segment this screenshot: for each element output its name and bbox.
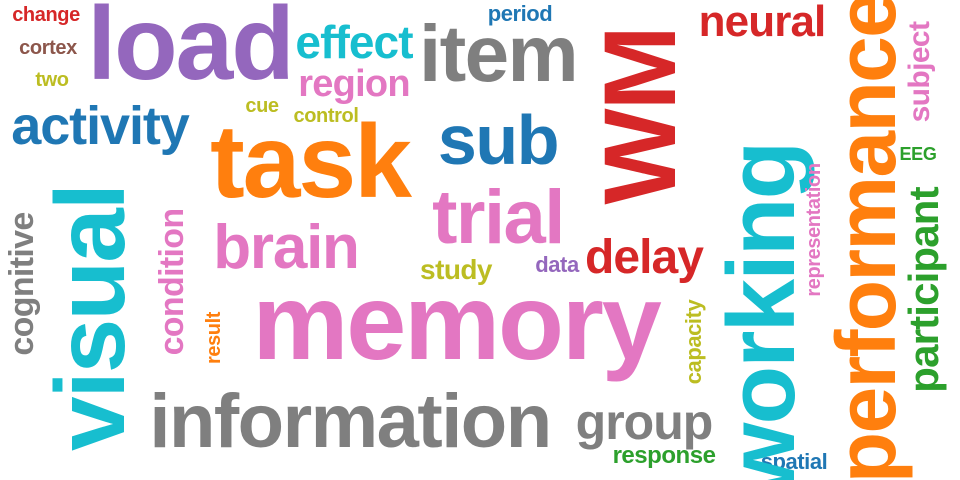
word-region: region (298, 63, 410, 105)
word-activity: activity (11, 96, 190, 156)
word-delay: delay (585, 231, 704, 284)
word-neural: neural (698, 0, 827, 46)
word-condition: condition (153, 208, 191, 356)
word-brain: brain (213, 213, 360, 282)
word-working: working (708, 142, 815, 480)
word-performance: performance (819, 0, 913, 480)
word-sub: sub (437, 101, 560, 179)
word-group: group (575, 394, 714, 450)
word-load: load (87, 0, 295, 102)
word-task: task (210, 104, 412, 220)
word-study: study (420, 254, 492, 285)
word-trial: trial (432, 175, 565, 260)
word-capacity: capacity (681, 299, 706, 385)
word-visual: visual (35, 184, 145, 452)
word-change: change (12, 4, 80, 26)
word-data: data (535, 252, 579, 277)
word-effect: effect (295, 16, 413, 68)
word-cognitive: cognitive (3, 212, 41, 356)
word-cortex: cortex (19, 37, 77, 59)
word-memory: memory (252, 261, 661, 382)
word-wm: WM (583, 27, 697, 205)
word-subject: subject (903, 21, 936, 123)
word-participant: participant (900, 187, 947, 393)
word-result: result (203, 311, 225, 365)
word-response: response (612, 442, 716, 469)
word-two: two (35, 69, 69, 91)
word-representation: representation (803, 163, 825, 297)
word-control: control (293, 105, 359, 127)
word-period: period (487, 1, 553, 26)
word-information: information (149, 379, 552, 464)
word-eeg: EEG (899, 144, 937, 164)
word-spatial: spatial (760, 449, 828, 474)
word-cue: cue (245, 95, 279, 117)
word-item: item (418, 9, 579, 98)
